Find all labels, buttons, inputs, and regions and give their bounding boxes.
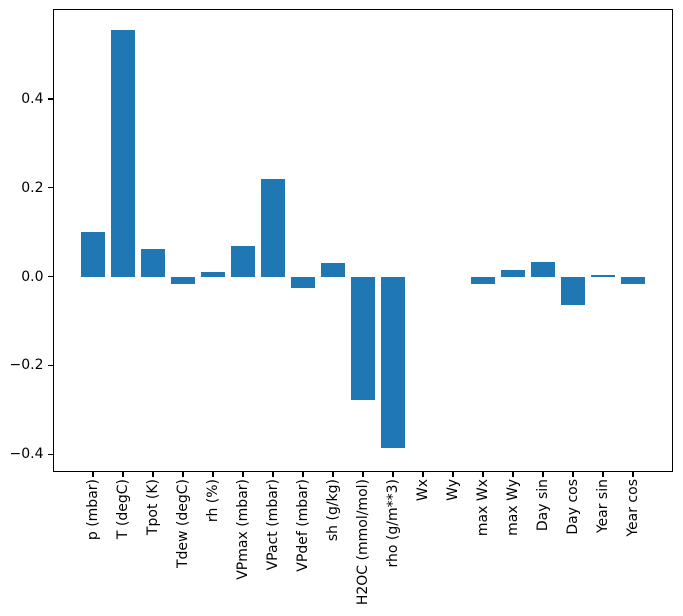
bar-Year cos bbox=[621, 276, 645, 285]
x-tick bbox=[362, 471, 364, 477]
x-tick bbox=[242, 471, 244, 477]
x-tick-label: max Wy bbox=[505, 478, 521, 536]
x-tick-label: p (mbar) bbox=[85, 478, 101, 540]
x-tick bbox=[632, 471, 634, 477]
x-tick-label: Wy bbox=[445, 478, 461, 501]
bar-rho (g/m**3) bbox=[381, 276, 405, 448]
x-tick-label: VPact (mbar) bbox=[265, 478, 281, 570]
x-tick bbox=[512, 471, 514, 477]
x-tick-label: Tdew (degC) bbox=[175, 478, 191, 568]
bar-Year sin bbox=[591, 275, 615, 277]
bar-H2OC (mmol/mol) bbox=[351, 276, 375, 401]
bar-VPdef (mbar) bbox=[291, 276, 315, 288]
x-tick bbox=[272, 471, 274, 477]
bar-rh (%) bbox=[201, 271, 225, 277]
bar-Tpot (K) bbox=[141, 249, 165, 277]
bar-p (mbar) bbox=[81, 232, 105, 277]
x-tick bbox=[92, 471, 94, 477]
bar-VPmax (mbar) bbox=[231, 245, 255, 277]
plot-frame bbox=[52, 8, 673, 472]
y-tick-label: −0.2 bbox=[9, 357, 44, 374]
x-tick-label: Day sin bbox=[535, 478, 551, 531]
bar-max Wx bbox=[471, 276, 495, 285]
x-tick bbox=[122, 471, 124, 477]
bar-Tdew (degC) bbox=[171, 276, 195, 285]
y-tick-label: 0.2 bbox=[21, 179, 44, 196]
x-tick-label: H2OC (mmol/mol) bbox=[355, 478, 371, 605]
bar-Day sin bbox=[531, 261, 555, 277]
bar-sh (g/kg) bbox=[321, 262, 345, 277]
bar-Day cos bbox=[561, 276, 585, 305]
y-tick bbox=[47, 364, 53, 366]
y-tick bbox=[47, 453, 53, 455]
x-tick-label: Tpot (K) bbox=[145, 478, 161, 535]
x-tick-label: T (degC) bbox=[115, 478, 131, 539]
x-tick bbox=[542, 471, 544, 477]
x-tick-label: Year sin bbox=[595, 478, 611, 533]
x-tick-label: rh (%) bbox=[205, 478, 221, 522]
x-tick bbox=[422, 471, 424, 477]
bar-VPact (mbar) bbox=[261, 178, 285, 277]
x-tick-label: max Wx bbox=[475, 478, 491, 536]
y-tick-label: 0.0 bbox=[21, 268, 44, 285]
x-tick bbox=[152, 471, 154, 477]
x-tick-label: rho (g/m**3) bbox=[385, 478, 401, 567]
y-tick bbox=[47, 276, 53, 278]
x-tick bbox=[452, 471, 454, 477]
x-tick-label: VPmax (mbar) bbox=[235, 478, 251, 580]
bar-T (degC) bbox=[111, 30, 135, 277]
x-tick bbox=[572, 471, 574, 477]
bar-max Wy bbox=[501, 269, 525, 277]
x-tick-label: VPdef (mbar) bbox=[295, 478, 311, 572]
x-tick-label: Day cos bbox=[565, 478, 581, 535]
x-tick bbox=[182, 471, 184, 477]
x-tick-label: sh (g/kg) bbox=[325, 478, 341, 541]
x-tick-label: Year cos bbox=[625, 478, 641, 537]
x-tick bbox=[212, 471, 214, 477]
y-tick-label: 0.4 bbox=[21, 91, 44, 108]
x-tick bbox=[392, 471, 394, 477]
x-tick bbox=[332, 471, 334, 477]
x-tick bbox=[302, 471, 304, 477]
y-tick bbox=[47, 187, 53, 189]
y-tick bbox=[47, 98, 53, 100]
y-tick-label: −0.4 bbox=[9, 446, 44, 463]
x-tick bbox=[602, 471, 604, 477]
x-tick-label: Wx bbox=[415, 478, 431, 501]
x-tick bbox=[482, 471, 484, 477]
